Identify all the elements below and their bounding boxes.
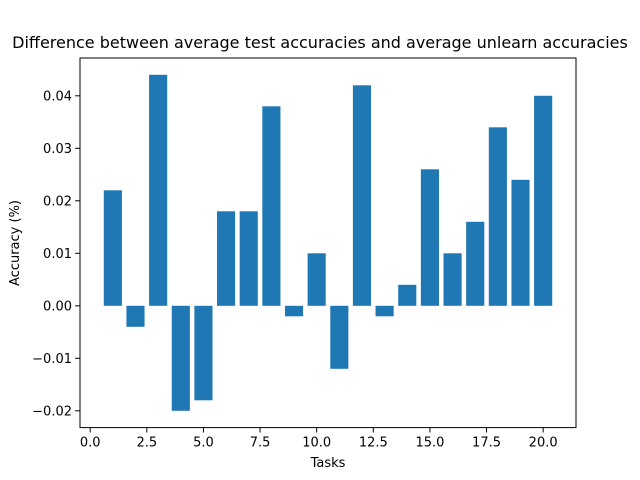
- plot-frame: [79, 57, 577, 429]
- y-tick-label: 0.00: [43, 299, 72, 314]
- y-axis: −0.02 −0.01 0.00 0.01 0.02 0.03 0.04: [32, 89, 80, 419]
- x-tick-label: 2.5: [136, 436, 157, 451]
- x-tick-label: 0.0: [80, 436, 101, 451]
- bar-task-7: [239, 211, 258, 306]
- bar-task-19: [511, 179, 530, 306]
- x-axis: 0.0 2.5 5.0 7.5 10.0 12.5 15.0 17.5 20.0: [80, 427, 558, 451]
- bar-task-13: [375, 305, 394, 317]
- bars-group: [103, 74, 553, 411]
- y-tick-label: −0.01: [32, 352, 72, 367]
- x-tick-label: 7.5: [250, 436, 271, 451]
- bar-task-12: [352, 85, 372, 306]
- y-tick-label: 0.01: [43, 247, 72, 262]
- bar-task-15: [420, 169, 439, 306]
- x-tick-label: 20.0: [529, 436, 558, 451]
- bar-task-2: [126, 305, 145, 327]
- x-tick-label: 12.5: [359, 436, 388, 451]
- x-tick-label: 5.0: [193, 436, 214, 451]
- bar-task-17: [466, 221, 485, 306]
- bar-task-6: [217, 211, 236, 306]
- y-tick-label: −0.02: [32, 404, 72, 419]
- y-axis-label: Accuracy (%): [8, 200, 23, 286]
- x-tick-label: 15.0: [415, 436, 444, 451]
- bar-task-20: [534, 95, 553, 306]
- bar-task-18: [488, 127, 507, 306]
- bar-task-5: [194, 305, 213, 401]
- chart-title: Difference between average test accuraci…: [12, 33, 628, 52]
- bar-task-16: [443, 253, 462, 306]
- y-tick-label: 0.02: [43, 194, 72, 209]
- bar-task-9: [284, 305, 304, 317]
- bar-task-3: [149, 74, 168, 306]
- bar-task-10: [307, 253, 326, 306]
- bar-task-8: [262, 106, 281, 306]
- y-tick-label: 0.04: [43, 89, 72, 104]
- x-tick-label: 17.5: [472, 436, 501, 451]
- bar-task-11: [330, 305, 349, 369]
- y-tick-label: 0.03: [43, 142, 72, 157]
- x-tick-label: 10.0: [302, 436, 331, 451]
- bar-task-4: [171, 305, 190, 411]
- bar-task-1: [103, 190, 122, 306]
- bar-task-14: [398, 284, 417, 306]
- x-axis-label: Tasks: [310, 456, 346, 471]
